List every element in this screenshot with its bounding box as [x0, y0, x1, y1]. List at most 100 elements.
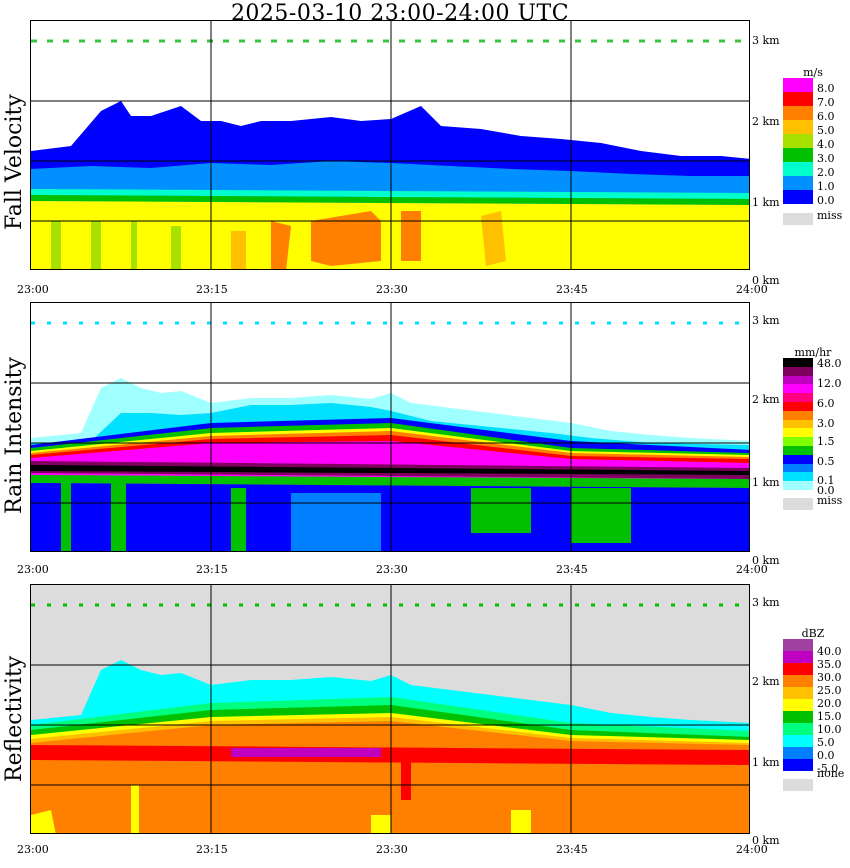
fv-time-2330: 23:30	[376, 283, 408, 296]
ri-legend-swatch	[783, 366, 813, 376]
rf-legend: dBZ 40.0 35.0 30.0 25.0 20.0 15.0 10.0 5…	[783, 627, 849, 797]
fv-legend-swatch	[783, 162, 813, 176]
ri-legend-swatch	[783, 419, 813, 429]
rf-legend-swatch	[783, 759, 813, 771]
rain-intensity-axis-label: Rain Intensity	[2, 302, 27, 582]
fv-legend-swatch	[783, 148, 813, 162]
ri-legend-label-0-0: 0.0	[817, 484, 835, 497]
ri-legend-label-0-1: 0.1	[817, 474, 835, 487]
ri-time-2330: 23:30	[376, 563, 408, 576]
ri-legend: mm/hr 48.0 12.0 6.0 3.0 1.5 0.5 0.1 0.0 …	[783, 346, 849, 516]
rf-legend-label-40: 40.0	[817, 645, 842, 658]
rf-time-2400: 24:00	[736, 843, 768, 856]
ri-legend-swatch	[783, 358, 813, 367]
ri-time-2400: 24:00	[736, 563, 768, 576]
ri-legend-swatch	[783, 384, 813, 394]
rf-legend-swatch	[783, 699, 813, 711]
ri-legend-label-48: 48.0	[817, 357, 842, 370]
ri-legend-swatch	[783, 428, 813, 438]
ri-legend-miss-label: miss	[817, 494, 843, 507]
fv-legend: m/s 8.0 7.0 6.0 5.0 4.0 3.0 2.0 1.0 0.0 …	[783, 66, 849, 236]
fv-legend-label-6: 6.0	[817, 110, 835, 123]
rf-legend-swatch	[783, 651, 813, 663]
fv-legend-swatch	[783, 120, 813, 134]
rf-legend-unit: dBZ	[801, 627, 825, 640]
fv-time-2400: 24:00	[736, 283, 768, 296]
rf-legend-swatch	[783, 747, 813, 759]
rf-legend-label-15: 15.0	[817, 710, 842, 723]
fv-legend-swatch	[783, 106, 813, 120]
reflectivity-axis-label: Reflectivity	[2, 584, 27, 864]
fv-legend-swatch	[783, 176, 813, 190]
rf-legend-swatch	[783, 711, 813, 723]
fv-legend-miss-swatch	[783, 213, 813, 225]
ri-tick-3km: 3 km	[752, 314, 780, 327]
rain-intensity-heatmap	[31, 303, 749, 551]
fv-tick-2km: 2 km	[752, 115, 780, 128]
rf-legend-swatch	[783, 639, 813, 651]
rf-tick-2km: 2 km	[752, 675, 780, 688]
fall-velocity-panel	[30, 20, 750, 270]
ri-legend-swatch	[783, 437, 813, 447]
fv-legend-label-4: 4.0	[817, 138, 835, 151]
fv-legend-label-8: 8.0	[817, 82, 835, 95]
rf-legend-label-0: 0.0	[817, 749, 835, 762]
fv-legend-swatch	[783, 92, 813, 106]
rf-legend-swatch	[783, 735, 813, 747]
fv-legend-swatch	[783, 134, 813, 148]
rf-legend-swatch	[783, 663, 813, 675]
fv-legend-unit: m/s	[803, 66, 823, 79]
ri-time-2315: 23:15	[196, 563, 228, 576]
ri-legend-swatch	[783, 375, 813, 385]
rf-legend-swatch	[783, 675, 813, 687]
fv-tick-0km: 0 km	[752, 274, 780, 287]
ri-legend-label-0-5: 0.5	[817, 455, 835, 468]
reflectivity-panel	[30, 584, 750, 834]
fv-tick-3km: 3 km	[752, 34, 780, 47]
ri-legend-miss-swatch	[783, 498, 813, 510]
fv-legend-label-2: 2.0	[817, 166, 835, 179]
fv-time-2315: 23:15	[196, 283, 228, 296]
ri-legend-swatch	[783, 472, 813, 482]
fv-legend-label-7: 7.0	[817, 96, 835, 109]
reflectivity-ylabel: Reflectivity	[2, 655, 27, 782]
fall-velocity-heatmap	[31, 21, 749, 269]
ri-legend-swatch	[783, 454, 813, 464]
rf-legend-label-10: 10.0	[817, 723, 842, 736]
ri-tick-0km: 0 km	[752, 554, 780, 567]
ri-legend-swatch	[783, 410, 813, 420]
ri-legend-label-3: 3.0	[817, 417, 835, 430]
rf-time-2315: 23:15	[196, 843, 228, 856]
rf-legend-label-20: 20.0	[817, 697, 842, 710]
rf-legend-none-label: none	[817, 767, 845, 780]
ri-legend-label-12: 12.0	[817, 377, 842, 390]
fall-velocity-ylabel: Fall Velocity	[2, 94, 27, 230]
ri-tick-2km: 2 km	[752, 393, 780, 406]
ri-legend-label-1-5: 1.5	[817, 435, 835, 448]
ri-legend-swatch	[783, 463, 813, 473]
rf-legend-label-5: 5.0	[817, 736, 835, 749]
fv-legend-label-0: 0.0	[817, 194, 835, 207]
fv-legend-label-1: 1.0	[817, 180, 835, 193]
fv-time-2345: 23:45	[556, 283, 588, 296]
rf-legend-label-35: 35.0	[817, 658, 842, 671]
fv-legend-label-3: 3.0	[817, 152, 835, 165]
fv-legend-label-5: 5.0	[817, 124, 835, 137]
rf-time-2300: 23:00	[17, 843, 49, 856]
ri-time-2300: 23:00	[17, 563, 49, 576]
ri-tick-1km: 1 km	[752, 476, 780, 489]
ri-legend-unit: mm/hr	[794, 346, 832, 359]
ri-legend-swatch	[783, 402, 813, 411]
ri-legend-label-6: 6.0	[817, 397, 835, 410]
rf-tick-0km: 0 km	[752, 834, 780, 847]
fv-legend-miss-label: miss	[817, 209, 843, 222]
rf-legend-label-25: 25.0	[817, 684, 842, 697]
fv-time-2300: 23:00	[17, 283, 49, 296]
fv-legend-swatch	[783, 190, 813, 204]
rain-intensity-ylabel: Rain Intensity	[2, 357, 27, 514]
rf-legend-swatch	[783, 723, 813, 735]
ri-time-2345: 23:45	[556, 563, 588, 576]
fv-tick-1km: 1 km	[752, 196, 780, 209]
ri-legend-swatch	[783, 446, 813, 455]
rf-tick-3km: 3 km	[752, 596, 780, 609]
